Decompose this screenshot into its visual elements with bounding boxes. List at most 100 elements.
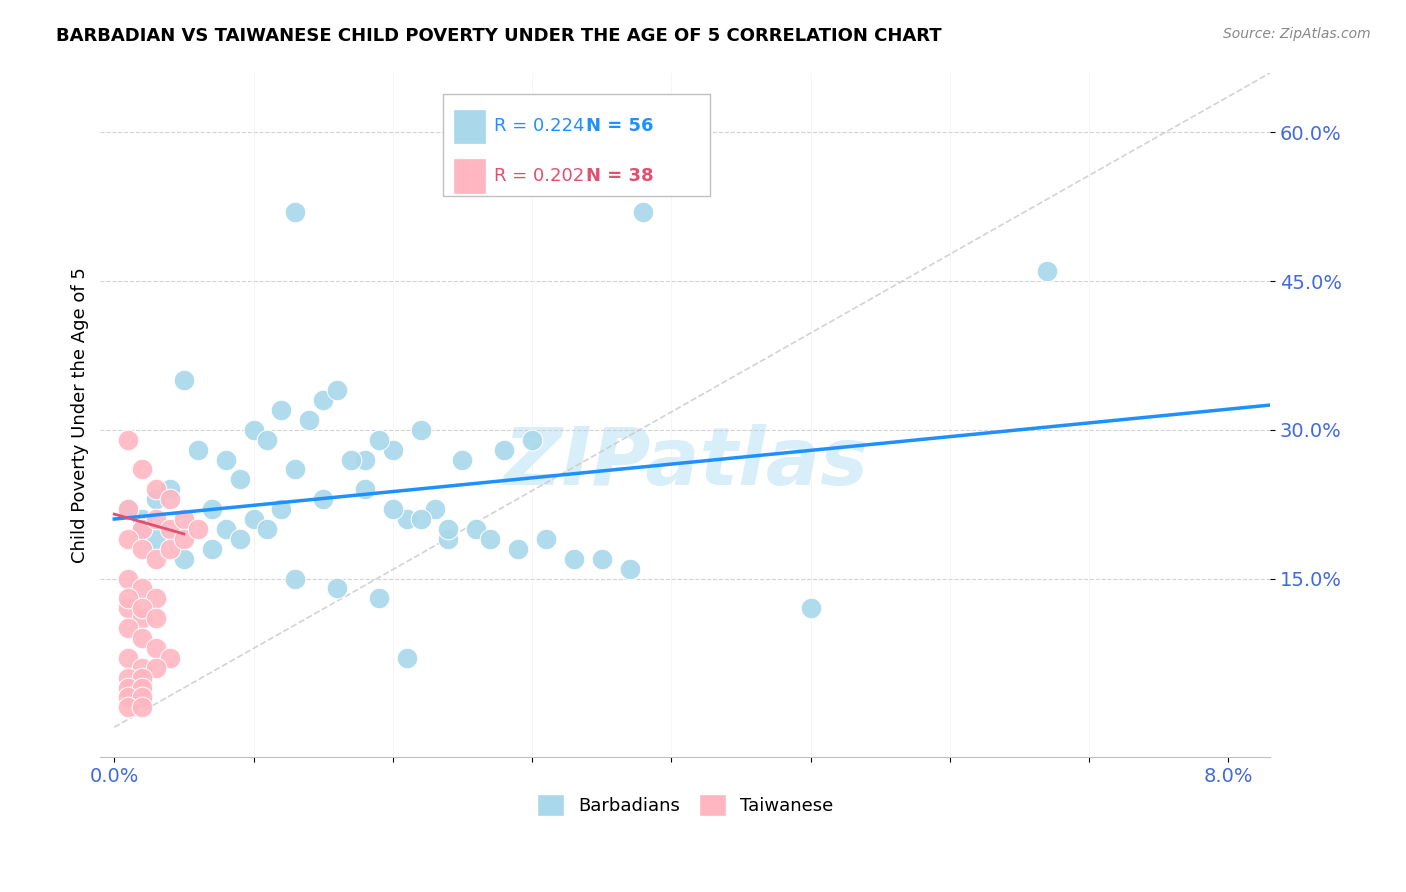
- Point: [117, 690, 139, 705]
- Point: [117, 591, 139, 606]
- Point: [437, 522, 460, 536]
- Point: [131, 631, 153, 645]
- Point: [242, 423, 264, 437]
- Point: [145, 532, 167, 546]
- Point: [131, 671, 153, 685]
- Point: [312, 393, 335, 408]
- Point: [228, 472, 250, 486]
- Point: [367, 591, 389, 606]
- Point: [117, 532, 139, 546]
- Point: [284, 572, 307, 586]
- Point: [131, 700, 153, 714]
- Point: [131, 512, 153, 526]
- Point: [173, 373, 195, 387]
- Point: [340, 452, 363, 467]
- Point: [591, 551, 613, 566]
- Point: [159, 522, 181, 536]
- Point: [131, 690, 153, 705]
- Point: [256, 522, 278, 536]
- Point: [326, 582, 349, 596]
- Point: [159, 650, 181, 665]
- Point: [465, 522, 488, 536]
- Point: [312, 492, 335, 507]
- Point: [633, 204, 655, 219]
- Point: [159, 492, 181, 507]
- Point: [367, 433, 389, 447]
- Point: [173, 532, 195, 546]
- Point: [256, 433, 278, 447]
- Point: [381, 502, 404, 516]
- Point: [131, 681, 153, 695]
- Point: [145, 512, 167, 526]
- Point: [187, 442, 209, 457]
- Point: [215, 452, 238, 467]
- Text: N = 38: N = 38: [586, 167, 654, 185]
- Point: [423, 502, 446, 516]
- Point: [1036, 264, 1059, 278]
- Point: [145, 483, 167, 497]
- Point: [270, 403, 292, 417]
- Point: [159, 541, 181, 556]
- Text: R = 0.202: R = 0.202: [494, 167, 583, 185]
- Point: [354, 483, 377, 497]
- Text: ZIPatlas: ZIPatlas: [503, 424, 868, 502]
- Point: [131, 541, 153, 556]
- Point: [131, 462, 153, 476]
- Point: [437, 532, 460, 546]
- Point: [117, 700, 139, 714]
- Point: [131, 661, 153, 675]
- Point: [117, 572, 139, 586]
- Point: [159, 483, 181, 497]
- Point: [145, 640, 167, 655]
- Point: [298, 413, 321, 427]
- Point: [381, 442, 404, 457]
- Point: [284, 204, 307, 219]
- Point: [145, 611, 167, 625]
- Point: [173, 551, 195, 566]
- Point: [520, 433, 543, 447]
- Point: [117, 502, 139, 516]
- Point: [117, 650, 139, 665]
- Point: [534, 532, 557, 546]
- Point: [228, 532, 250, 546]
- Point: [395, 650, 418, 665]
- Point: [187, 522, 209, 536]
- Point: [117, 601, 139, 615]
- Text: R = 0.224: R = 0.224: [494, 118, 583, 136]
- Point: [409, 512, 432, 526]
- Y-axis label: Child Poverty Under the Age of 5: Child Poverty Under the Age of 5: [72, 267, 89, 563]
- Point: [173, 512, 195, 526]
- Point: [117, 671, 139, 685]
- Point: [117, 502, 139, 516]
- Point: [562, 551, 585, 566]
- Point: [117, 433, 139, 447]
- Point: [131, 582, 153, 596]
- Point: [799, 601, 821, 615]
- Text: N = 56: N = 56: [586, 118, 654, 136]
- Point: [451, 452, 474, 467]
- Point: [409, 423, 432, 437]
- Text: BARBADIAN VS TAIWANESE CHILD POVERTY UNDER THE AGE OF 5 CORRELATION CHART: BARBADIAN VS TAIWANESE CHILD POVERTY UND…: [56, 27, 942, 45]
- Point: [145, 591, 167, 606]
- Point: [117, 621, 139, 635]
- Point: [354, 452, 377, 467]
- Point: [131, 601, 153, 615]
- Point: [145, 661, 167, 675]
- Point: [131, 611, 153, 625]
- Point: [201, 541, 224, 556]
- Point: [270, 502, 292, 516]
- Point: [131, 522, 153, 536]
- Point: [619, 561, 641, 575]
- Point: [326, 383, 349, 397]
- Point: [479, 532, 502, 546]
- Text: Source: ZipAtlas.com: Source: ZipAtlas.com: [1223, 27, 1371, 41]
- Point: [145, 492, 167, 507]
- Point: [284, 462, 307, 476]
- Point: [494, 442, 516, 457]
- Point: [395, 512, 418, 526]
- Point: [117, 681, 139, 695]
- Point: [145, 551, 167, 566]
- Point: [506, 541, 529, 556]
- Point: [131, 522, 153, 536]
- Legend: Barbadians, Taiwanese: Barbadians, Taiwanese: [530, 787, 841, 823]
